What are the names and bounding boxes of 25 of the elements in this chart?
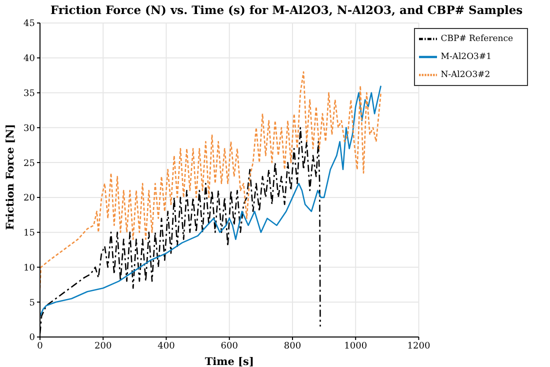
y-tick-label: 20 (24, 194, 36, 204)
y-tick-label: 10 (24, 263, 36, 274)
y-tick-label: 0 (29, 333, 36, 344)
line-series (40, 71, 382, 289)
legend-label: CBP# Reference (440, 34, 513, 44)
legend-label: N-Al2O3#2 (440, 70, 490, 80)
y-tick-label: 45 (24, 19, 36, 30)
line-series (40, 85, 382, 317)
x-tick-label: 1000 (344, 341, 368, 352)
y-axis-title: Friction Force [N] (4, 124, 17, 230)
chart-title: Friction Force (N) vs. Time (s) for M-Al2O3, N-Al2O3, and CBP# Samples (49, 3, 524, 17)
x-tick-label: 1200 (407, 341, 430, 352)
x-axis-title: Time [s] (204, 356, 254, 367)
y-tick-label: 5 (29, 298, 36, 308)
legend-label: M-Al2O3#1 (440, 52, 492, 62)
x-tick-label: 400 (158, 341, 176, 352)
x-tick-label: 600 (220, 341, 238, 352)
y-tick-label: 25 (24, 158, 36, 169)
y-tick-label: 15 (24, 228, 36, 239)
x-tick-label: 200 (94, 341, 112, 352)
x-tick-label: 800 (284, 341, 302, 352)
y-tick-label: 35 (24, 88, 36, 99)
x-tick-label: 0 (37, 341, 44, 352)
y-tick-label: 30 (24, 124, 36, 134)
y-tick-label: 40 (24, 54, 36, 64)
